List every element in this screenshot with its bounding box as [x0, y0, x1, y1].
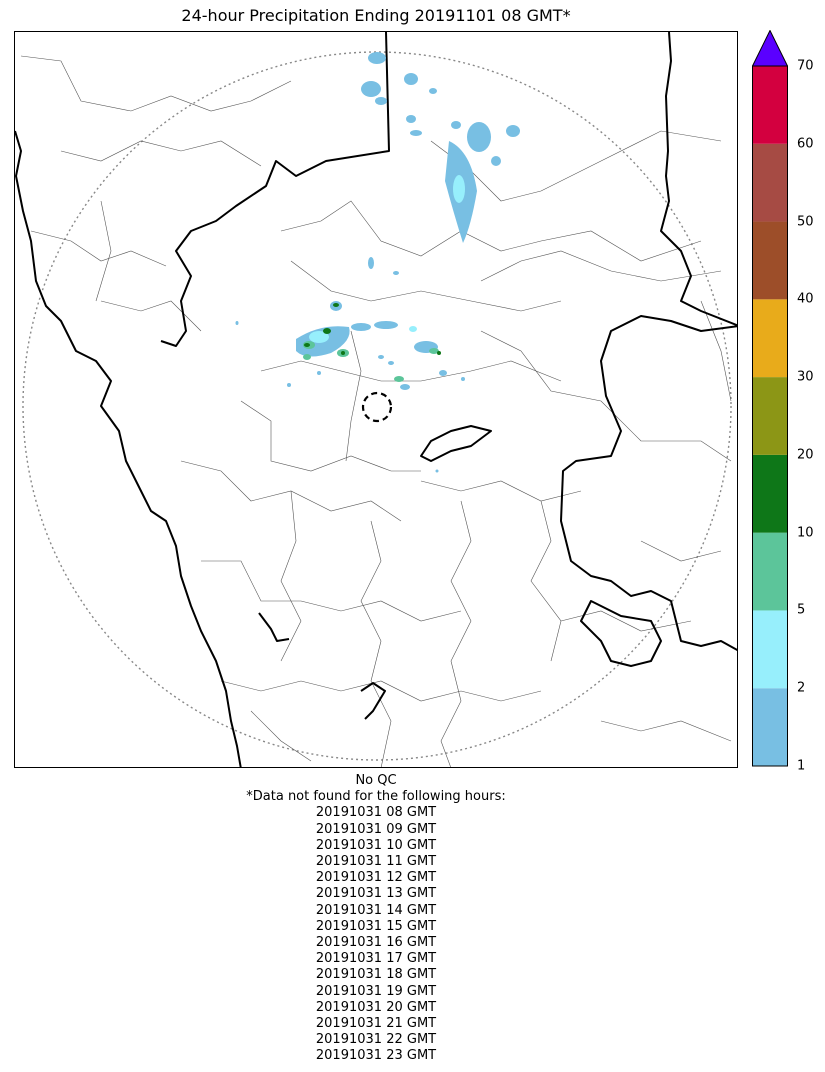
district-boundaries: [20, 55, 732, 767]
colorbar-segment: [752, 299, 788, 378]
missing-hour-item: 20191031 21 GMT: [315, 1016, 437, 1032]
colorbar-tick-label: 30: [797, 369, 814, 385]
missing-hour-item: 20191031 23 GMT: [315, 1048, 437, 1064]
colorbar-segment: [752, 454, 788, 533]
colorbar-tick-label: 5: [797, 602, 806, 618]
missing-hour-item: 20191031 13 GMT: [315, 886, 437, 902]
missing-hour-item: 20191031 10 GMT: [315, 837, 437, 853]
missing-hour-item: 20191031 19 GMT: [315, 983, 437, 999]
missing-hour-item: 20191031 12 GMT: [315, 870, 437, 886]
colorbar-tick-label: 60: [797, 136, 814, 152]
missing-hour-item: 20191031 08 GMT: [315, 805, 437, 821]
missing-hours-list: 20191031 08 GMT 20191031 09 GMT 20191031 1…: [14, 805, 738, 1064]
colorbar-segment: [752, 610, 788, 689]
radar-site-marker: [361, 391, 393, 423]
colorbar-segment: [752, 143, 788, 222]
missing-data-header: *Data not found for the following hours:: [246, 789, 506, 805]
colorbar-segment: [752, 532, 788, 611]
colorbar-tick-label: 50: [797, 214, 814, 230]
missing-hour-item: 20191031 18 GMT: [315, 967, 437, 983]
colorbar-segment: [752, 688, 788, 766]
state-boundaries: [15, 32, 737, 767]
colorbar-segment: [752, 66, 788, 144]
colorbar-tick-label: 1: [797, 758, 806, 774]
colorbar-tick-label: 70: [797, 58, 814, 74]
colorbar-segment: [752, 377, 788, 455]
colorbar-tick-label: 2: [797, 680, 806, 696]
missing-hour-item: 20191031 09 GMT: [315, 821, 437, 837]
colorbar-tick-label: 10: [797, 525, 814, 541]
colorbar: [752, 30, 788, 767]
colorbar-border: [752, 65, 788, 767]
qc-note: No QC: [355, 773, 397, 788]
missing-hour-item: 20191031 22 GMT: [315, 1032, 437, 1048]
map-title: 24-hour Precipitation Ending 20191101 08…: [181, 6, 571, 25]
colorbar-segment: [752, 221, 788, 300]
precipitation-cells: [235, 52, 520, 473]
missing-hour-item: 20191031 17 GMT: [315, 951, 437, 967]
missing-hour-item: 20191031 11 GMT: [315, 854, 437, 870]
radar-range-ring: [22, 51, 732, 761]
map-canvas: [15, 32, 737, 767]
missing-hour-item: 20191031 14 GMT: [315, 902, 437, 918]
notes: No QC *Data not found for the following …: [14, 773, 738, 1065]
colorbar-extend-triangle: [752, 30, 788, 67]
colorbar-tick-label: 40: [797, 291, 814, 307]
precipitation-map[interactable]: [14, 31, 738, 768]
missing-hour-item: 20191031 20 GMT: [315, 999, 437, 1015]
colorbar-tick-label: 20: [797, 447, 814, 463]
missing-hour-item: 20191031 16 GMT: [315, 935, 437, 951]
missing-hour-item: 20191031 15 GMT: [315, 918, 437, 934]
